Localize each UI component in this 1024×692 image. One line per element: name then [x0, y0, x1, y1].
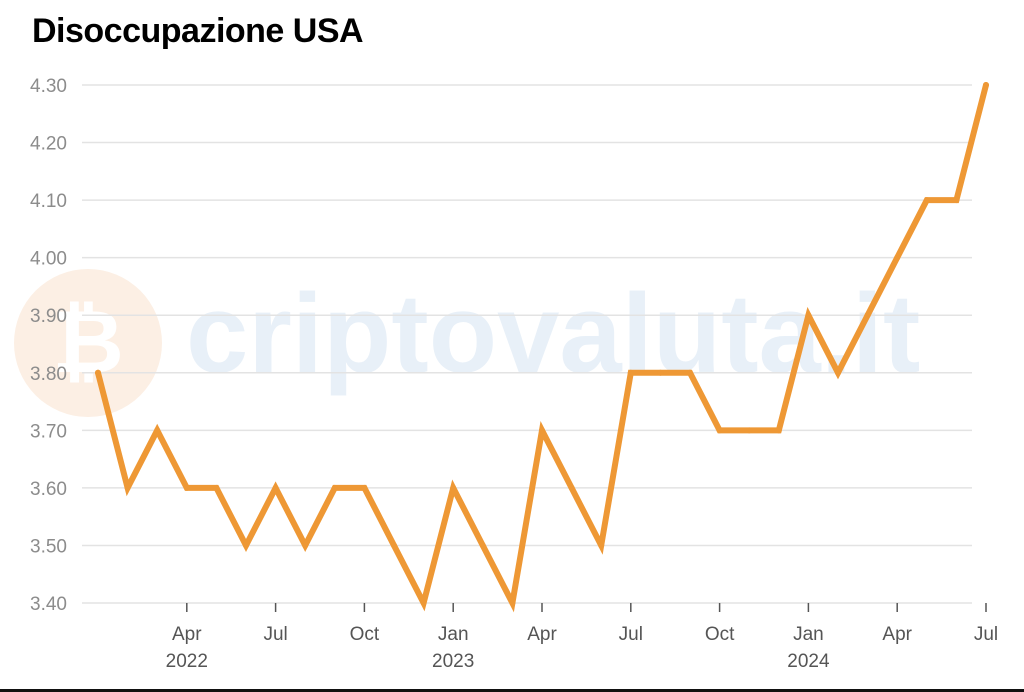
y-axis: 3.40 3.50 3.60 3.70 3.80 3.90 4.00 4.10 4.20 4.30 [30, 76, 67, 615]
data-point [894, 254, 901, 261]
data-point [420, 600, 427, 606]
y-tick-label: 3.70 [30, 421, 67, 442]
x-tick-year-label: 2022 [166, 651, 208, 672]
data-point [124, 484, 131, 491]
data-point [509, 600, 516, 606]
watermark-text: criptovaluta.it [186, 271, 920, 396]
y-tick-label: 3.90 [30, 306, 67, 327]
data-point [716, 427, 723, 434]
x-tick-label: Jul [619, 624, 643, 645]
data-point [627, 369, 634, 376]
y-tick-label: 4.20 [30, 134, 67, 155]
data-point [835, 369, 841, 376]
y-tick-label: 3.80 [30, 364, 67, 385]
x-tick-label: Apr [882, 624, 912, 645]
y-tick-label: 4.30 [30, 76, 67, 97]
x-tick-label: Jul [263, 624, 287, 645]
data-point [775, 427, 782, 434]
x-tick-year-label: 2024 [787, 651, 830, 672]
data-point [450, 484, 457, 491]
data-point [953, 197, 960, 204]
x-tick-label: Oct [350, 624, 380, 645]
y-tick-label: 4.10 [30, 191, 67, 212]
x-tick-label: Oct [705, 624, 735, 645]
data-point [331, 484, 338, 491]
x-tick-label: Apr [172, 624, 202, 645]
data-point [391, 542, 397, 549]
data-point [95, 369, 101, 376]
data-point [746, 427, 753, 434]
x-tick-label: Jul [974, 624, 998, 645]
x-tick-label: Jan [438, 624, 469, 645]
data-point [805, 312, 812, 319]
x-tick-label: Jan [793, 624, 824, 645]
data-point [302, 542, 309, 549]
gridlines [82, 84, 972, 604]
y-tick-label: 3.50 [30, 536, 67, 557]
data-point [983, 82, 989, 88]
data-point [243, 542, 249, 549]
data-point [272, 484, 279, 491]
data-point [183, 484, 190, 491]
series-group [95, 82, 989, 613]
chart-title: Disoccupazione USA [32, 12, 364, 50]
data-point [213, 484, 220, 491]
data-point [598, 542, 605, 549]
data-point [923, 197, 930, 204]
data-point [568, 484, 575, 491]
data-point [657, 369, 664, 376]
y-tick-label: 3.40 [30, 594, 67, 615]
y-tick-label: 3.60 [30, 479, 67, 500]
y-tick-label: 4.00 [30, 249, 67, 270]
data-point [479, 542, 486, 549]
data-point [361, 484, 368, 491]
bottom-border [0, 689, 1024, 692]
data-point [687, 369, 693, 376]
bitcoin-logo-icon [14, 269, 162, 417]
x-tick-label: Apr [527, 624, 557, 645]
x-axis: Apr 2022 Jul Oct Jan 2023 Apr Jul Oct Jan 2024 Apr J… [166, 603, 998, 672]
watermark: ₿ criptovaluta.it [14, 269, 920, 417]
data-point [154, 427, 161, 434]
data-point [864, 312, 871, 319]
data-point [539, 427, 545, 434]
x-tick-year-label: 2023 [432, 651, 474, 672]
bitcoin-glyph-icon: ₿ [52, 292, 124, 391]
